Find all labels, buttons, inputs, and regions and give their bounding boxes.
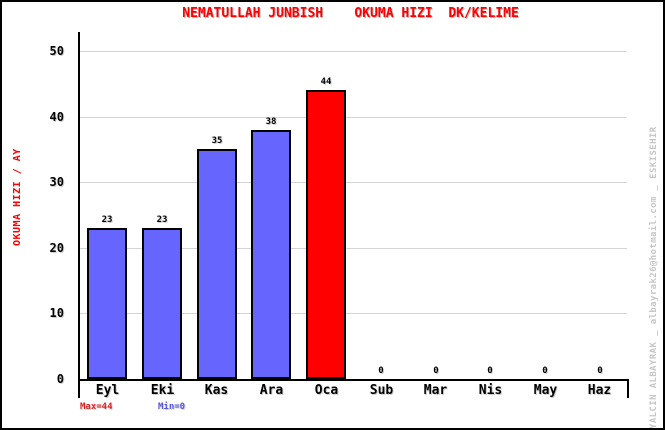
gridline-20: [80, 248, 627, 249]
gridline-50: [80, 51, 627, 52]
y-tick-label-20: 20: [49, 241, 64, 255]
x-axis-line: [78, 379, 629, 381]
watermark-text: YALCIN ALBAYRAK _ albayrak26@hotmail.com…: [649, 126, 659, 429]
bar-Kas: [197, 149, 237, 379]
x-axis-label-Mar: Mar: [423, 383, 448, 398]
y-tick-label-40: 40: [49, 110, 64, 124]
bar-value-label-Haz: 0: [597, 366, 603, 376]
x-axis-label-Eki: Eki: [150, 383, 175, 398]
x-axis-label-Nis: Nis: [478, 383, 503, 398]
x-axis-label-Kas: Kas: [204, 383, 229, 398]
x-axis-label-Sub: Sub: [369, 383, 394, 398]
gridline-40: [80, 117, 627, 118]
bar-value-label-Mar: 0: [433, 366, 439, 376]
x-axis-label-Ara: Ara: [259, 383, 284, 398]
bar-value-label-Nis: 0: [487, 366, 493, 376]
bar-value-label-Ara: 38: [265, 117, 277, 127]
bar-Eyl: [87, 228, 127, 379]
y-axis-line: [78, 32, 80, 398]
bar-value-label-Kas: 35: [211, 136, 223, 146]
bar-Oca: [306, 90, 346, 379]
chart-title: NEMATULLAH JUNBISH OKUMA HIZI DK/KELIME: [182, 6, 519, 21]
y-tick-label-50: 50: [49, 44, 64, 58]
bar-value-label-Oca: 44: [320, 77, 332, 87]
y-tick-label-10: 10: [49, 306, 64, 320]
bar-value-label-Eki: 23: [156, 215, 168, 225]
gridline-10: [80, 313, 627, 314]
x-axis-label-Haz: Haz: [587, 383, 612, 398]
max-value-label: Max=44: [80, 402, 113, 412]
y-tick-label-30: 30: [49, 175, 64, 189]
bar-Ara: [251, 130, 291, 379]
bar-Eki: [142, 228, 182, 379]
bar-value-label-Sub: 0: [378, 366, 384, 376]
min-value-label: Min=0: [158, 402, 186, 412]
x-axis-end-tick: [627, 379, 629, 398]
bar-value-label-May: 0: [542, 366, 548, 376]
gridline-30: [80, 182, 627, 183]
x-axis-label-Eyl: Eyl: [95, 383, 120, 398]
x-axis-label-May: May: [533, 383, 558, 398]
y-axis-title: OKUMA HIZI / AY: [12, 148, 23, 246]
x-axis-label-Oca: Oca: [314, 383, 339, 398]
y-tick-label-0: 0: [56, 372, 64, 386]
bar-value-label-Eyl: 23: [101, 215, 113, 225]
